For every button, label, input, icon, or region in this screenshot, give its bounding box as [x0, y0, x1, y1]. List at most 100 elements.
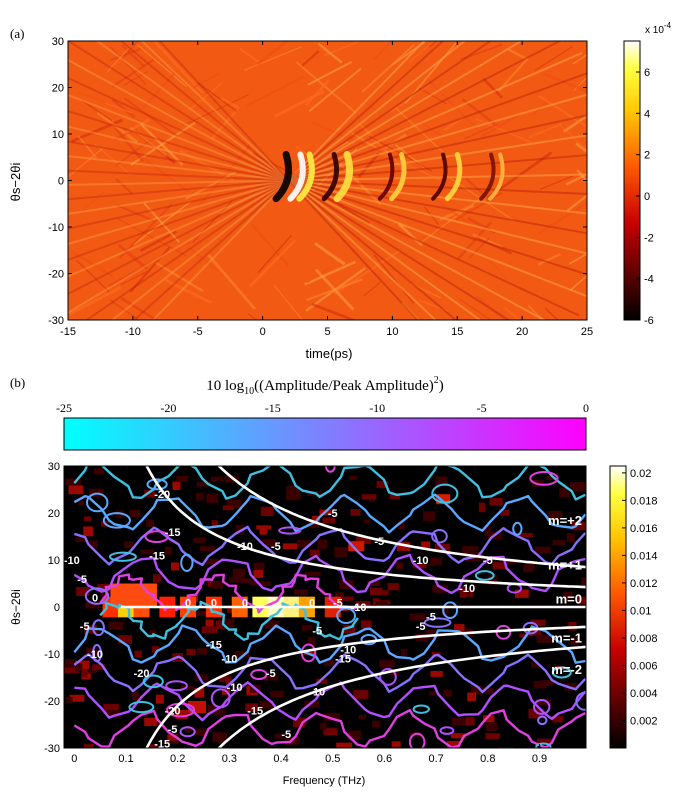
b-spectrum-cell: [89, 540, 98, 549]
a-streak: [576, 169, 587, 183]
b-spectrum-cell: [366, 580, 381, 587]
b-cb-tick-label: 0.004: [630, 688, 658, 700]
b-cb-tick-label: 0.018: [630, 495, 658, 507]
a-ytick-label: 30: [52, 36, 64, 48]
b-spectrum-cell: [185, 727, 192, 733]
b-contour-loop: [575, 691, 586, 711]
b-spectrum-cell: [518, 532, 533, 537]
a-fan-streak: [287, 179, 419, 320]
a-streak: [503, 306, 521, 320]
b-spectrum-cell: [435, 476, 448, 487]
a-streak: [404, 42, 457, 104]
b-contour-label: -15: [335, 654, 351, 666]
panel-a-xlabel: time(ps): [306, 346, 353, 361]
a-streak: [112, 125, 145, 163]
b-spectrum-cell: [172, 481, 181, 490]
a-streak: [300, 50, 320, 68]
a-streak: [528, 123, 562, 138]
b-contour-loop: [431, 483, 459, 504]
b-spectrum-cell: [206, 493, 219, 504]
a-fan-streak: [288, 41, 493, 182]
b-contour-loop: [431, 529, 448, 544]
a-streak: [129, 126, 168, 157]
b-spectrum-cell: [69, 694, 85, 702]
b-contour-label: -5: [416, 621, 426, 633]
a-streak: [317, 42, 343, 64]
b-spectrum-cell: [77, 500, 85, 506]
b-contour-label: 0: [309, 597, 315, 609]
b-spectrum-cell: [83, 744, 94, 748]
b-contour-loop: [408, 732, 426, 748]
b-spectrum-cell: [323, 727, 338, 736]
b-spectrum-cell: [489, 497, 503, 505]
a-xtick-label: 5: [324, 326, 330, 338]
a-streak: [111, 59, 154, 88]
panel-a-texture: [68, 41, 587, 320]
b-xtick-label: 0.8: [480, 753, 495, 765]
b-spectrum-cell: [363, 519, 370, 524]
b-cb-tick-label: 0.02: [630, 468, 651, 480]
a-streak: [314, 242, 346, 266]
b-spectrum-cell: [68, 485, 84, 495]
b-spectrum-cell: [205, 558, 219, 565]
b-spectrum-cell: [305, 571, 321, 577]
b-spectrum-cell: [395, 562, 404, 570]
a-streak: [410, 283, 442, 299]
b-spectrum-cell: [523, 561, 535, 570]
a-streak: [477, 237, 512, 255]
a-fan-streak: [288, 93, 587, 182]
b-bright-cell: [348, 541, 365, 552]
b-contour-loop: [210, 688, 231, 709]
b-spectrum-cell: [552, 540, 566, 546]
b-contour-loop: [146, 478, 168, 491]
a-streak: [306, 184, 371, 225]
b-spectrum-cell: [199, 545, 215, 552]
a-fan-streak: [68, 76, 289, 182]
b-spectrum-cell: [317, 540, 328, 548]
b-contour-label: -5: [77, 574, 87, 586]
b-spectrum-cell: [211, 520, 218, 527]
b-spectrum-cell: [559, 487, 569, 498]
b-cb-tick-label: 0.002: [630, 715, 658, 727]
b-contour-label: 0: [242, 597, 248, 609]
b-contour-label: -5: [312, 626, 322, 638]
b-contour-loop: [85, 492, 109, 513]
b-spectrum-cell: [274, 733, 283, 739]
a-streak: [408, 41, 435, 63]
panel-b-order-labels: m=+2 m=+1 m=0 m=-1 m=-2: [548, 513, 582, 677]
a-streak: [153, 41, 204, 95]
b-spectrum-cell: [92, 664, 106, 671]
a-streak: [257, 234, 292, 274]
a-streak: [188, 246, 220, 273]
a-fan-streak: [68, 179, 289, 230]
a-streak: [420, 197, 482, 244]
a-streak: [431, 196, 484, 234]
b-spectrum-cell: [477, 687, 494, 695]
b-spectrum-cell: [389, 493, 401, 500]
b-contour-loop: [529, 471, 559, 486]
b-spectrum-cell: [483, 715, 495, 723]
a-streak: [109, 46, 147, 86]
a-streak: [189, 82, 223, 111]
a-fan-streak: [68, 41, 290, 182]
b-spectrum-cell: [536, 634, 552, 643]
b-spectrum-cell: [372, 598, 380, 605]
b-spectrum-cell: [409, 613, 425, 621]
a-fan-streak: [68, 169, 289, 182]
a-xtick-label: -15: [60, 326, 76, 338]
b-xtick-label: 0.9: [532, 753, 547, 765]
b-contour-label: -15: [154, 738, 170, 750]
a-streak: [304, 260, 356, 286]
b-spectrum-cell: [155, 694, 164, 704]
b-contour-loop: [108, 551, 137, 562]
b-spectrum-cell: [219, 676, 232, 682]
b-spectrum-cell: [259, 526, 268, 535]
b-spectrum-cell: [372, 720, 381, 728]
a-cb-tick-label: 6: [644, 67, 650, 79]
b-spectrum-cell: [421, 541, 431, 549]
b-spectrum-cell: [81, 669, 88, 678]
b-spectrum-cell: [355, 600, 371, 607]
a-streak: [207, 254, 257, 310]
a-fan-streak: [288, 179, 547, 320]
b-order-label: m=+1: [548, 558, 582, 573]
